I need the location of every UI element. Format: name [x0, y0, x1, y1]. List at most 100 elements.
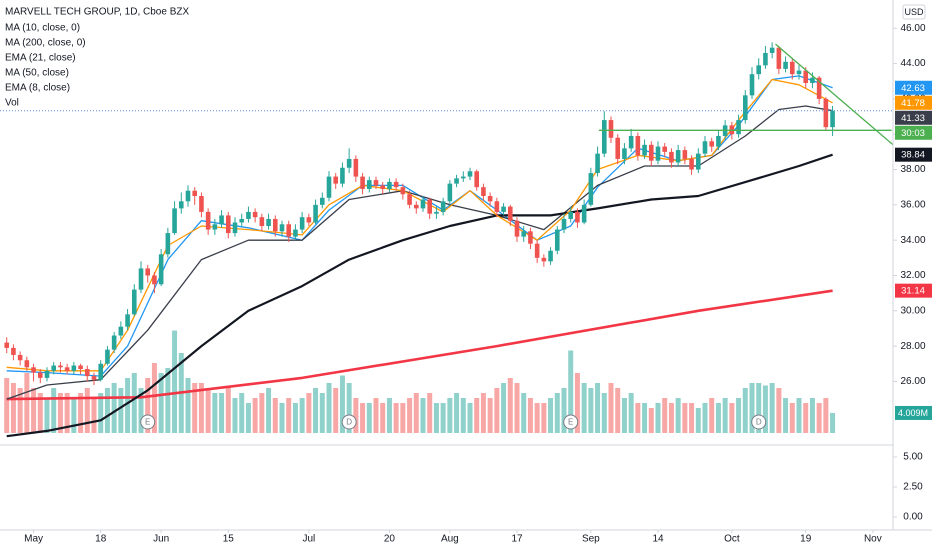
volume-bar: [346, 383, 352, 433]
candle-body: [178, 201, 184, 209]
lower-tick-label: 0.00: [903, 512, 923, 523]
volume-bar: [252, 398, 258, 433]
volume-bar: [561, 388, 567, 433]
candle-body: [736, 120, 741, 135]
event-marker: [341, 414, 357, 430]
candle-body: [420, 199, 426, 209]
candle-body: [246, 211, 251, 219]
candle-body: [199, 196, 204, 212]
volume-bar: [339, 375, 345, 433]
volume-bar: [37, 393, 43, 433]
volume-bar: [51, 388, 57, 433]
price-tick-label: 44.00: [900, 58, 925, 69]
price-badge-label: 41.78: [901, 98, 925, 109]
volume-bar: [158, 373, 164, 433]
price-tick-label: 32.00: [900, 270, 925, 281]
volume-bar: [433, 403, 439, 433]
candle-body: [803, 70, 809, 83]
candle-body: [481, 187, 486, 197]
candle-body: [796, 70, 802, 75]
candle-body: [11, 347, 16, 355]
candle-body: [810, 77, 815, 83]
volume-bar: [501, 383, 507, 433]
price-tick-label: 30.00: [900, 305, 925, 316]
volume-bar: [366, 403, 372, 433]
candle-body: [299, 217, 305, 230]
time-tick-label: 15: [223, 534, 235, 545]
candle-body: [756, 65, 762, 75]
volume-bar: [548, 398, 554, 433]
volume-bar: [17, 388, 23, 433]
candle-body: [601, 120, 607, 154]
candle-body: [165, 233, 171, 255]
currency[interactable]: USD: [904, 7, 924, 17]
candle-body: [360, 176, 365, 189]
price-badges: 42.63 41.78 41.33 30:03 38.84 31.14 4.009M: [895, 80, 932, 420]
volume-bar: [715, 403, 721, 433]
candle-body: [319, 197, 325, 205]
candle-body: [232, 222, 238, 234]
candle-body: [131, 289, 137, 315]
volume-badge-label: 4.009M: [898, 408, 928, 418]
volume-bar: [192, 383, 198, 433]
volume-bar: [198, 383, 204, 433]
volume-bar: [353, 398, 359, 433]
volume-bar: [57, 393, 63, 433]
candle-body: [568, 211, 574, 219]
volume-bar: [574, 373, 580, 433]
currency-box[interactable]: [902, 4, 926, 20]
volume-bar: [756, 383, 762, 433]
price-tick-label: 38.00: [900, 164, 925, 175]
volume-bar: [494, 388, 500, 433]
candle-body: [380, 185, 386, 189]
price-badge: [895, 110, 932, 125]
trend-line: [775, 43, 895, 146]
candle-body: [749, 74, 755, 96]
candle-body: [608, 120, 614, 138]
legend-title: MARVELL TECH GROUP, 1D, Cboe BZX: [5, 7, 189, 18]
price-badge-label: 41.33: [901, 113, 925, 124]
volume-bar: [615, 388, 621, 433]
volume-bar: [131, 373, 137, 433]
volume-bar: [165, 368, 171, 433]
time-tick-label: Aug: [441, 534, 459, 545]
time-tick-label: Jul: [302, 534, 315, 545]
event-label: E: [568, 418, 573, 427]
event-marker: [563, 414, 579, 430]
volume-bar: [104, 388, 110, 433]
volume-bar: [10, 383, 16, 433]
volume-bar: [333, 388, 339, 433]
candle-body: [789, 61, 795, 75]
candle-body: [239, 218, 245, 223]
volume-bar: [266, 388, 272, 433]
volume-bar: [554, 393, 560, 433]
candle-body: [105, 349, 110, 364]
volume-bar: [601, 393, 607, 433]
candle-body: [272, 218, 278, 232]
volume-bar: [675, 398, 681, 433]
volume-bar: [24, 373, 30, 433]
volume-bar: [313, 388, 319, 433]
candle-body: [487, 196, 493, 202]
time-tick-label: 18: [95, 534, 107, 545]
volume-bar: [64, 393, 70, 433]
volume-bar: [642, 403, 648, 433]
volume-bar: [534, 403, 540, 433]
volume-bar: [702, 403, 708, 433]
price-badge: [895, 125, 932, 140]
candle-body: [642, 144, 647, 156]
volume-bar: [219, 393, 225, 433]
price-tick-label: 36.00: [900, 199, 925, 210]
volume-bar: [205, 388, 211, 433]
candle-body: [219, 215, 224, 225]
volume-bar: [4, 378, 10, 433]
candle-body: [763, 52, 768, 66]
volume-bar: [400, 403, 406, 433]
volume-bar: [803, 403, 809, 433]
volume-bar: [709, 398, 715, 433]
candle-body: [138, 268, 144, 290]
volume-bar: [588, 388, 594, 433]
candle-body: [225, 215, 231, 234]
legend-entry: MA (10, close, 0): [5, 23, 80, 34]
